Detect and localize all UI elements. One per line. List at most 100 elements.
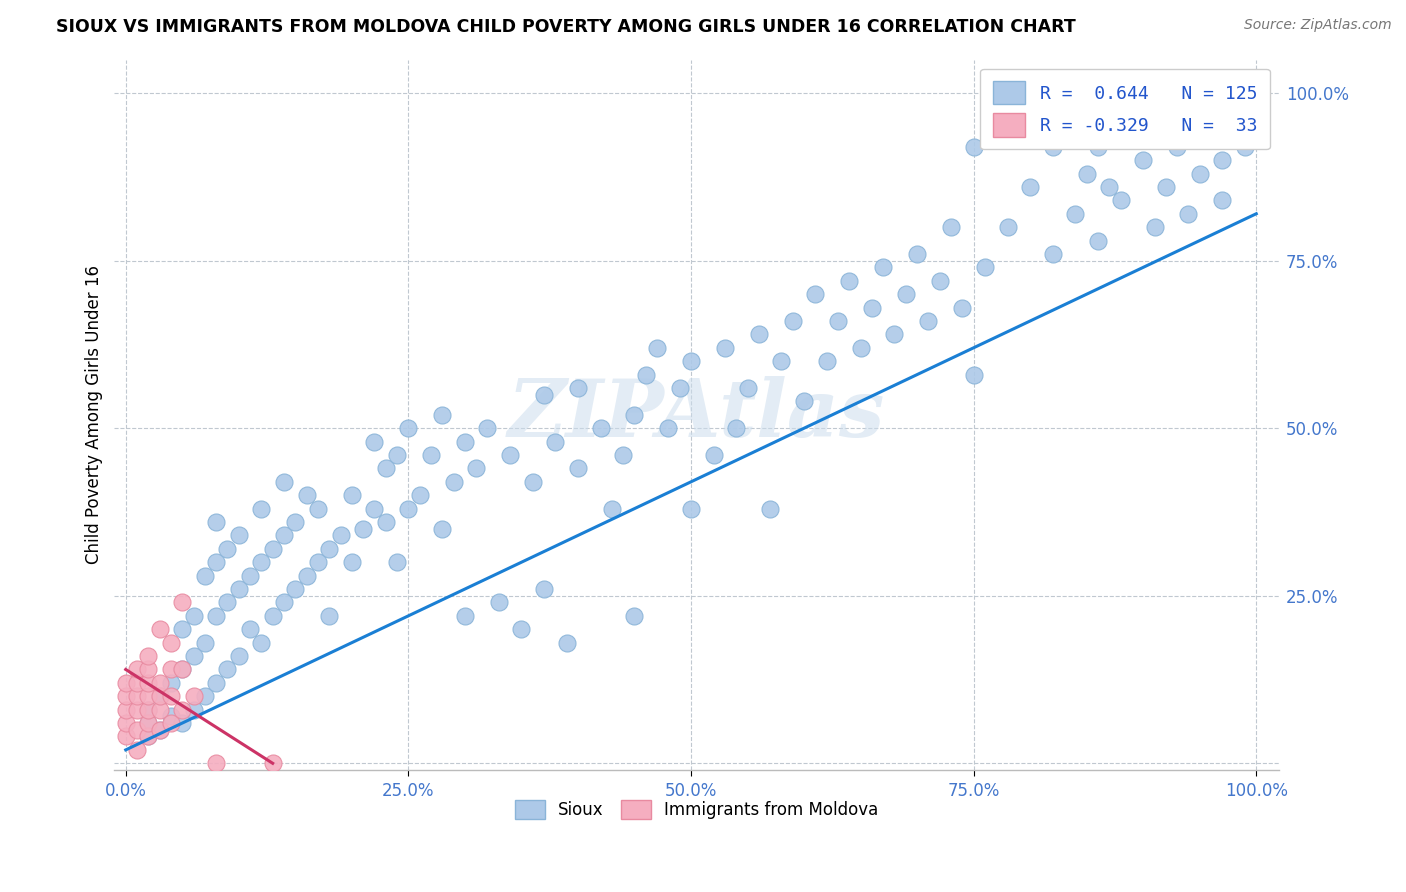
- Point: [262, 756, 284, 771]
- Point: [454, 608, 477, 623]
- Point: [318, 541, 340, 556]
- Point: [1042, 139, 1064, 153]
- Point: [567, 381, 589, 395]
- Point: [194, 690, 217, 704]
- Point: [939, 220, 962, 235]
- Text: SIOUX VS IMMIGRANTS FROM MOLDOVA CHILD POVERTY AMONG GIRLS UNDER 16 CORRELATION : SIOUX VS IMMIGRANTS FROM MOLDOVA CHILD P…: [56, 18, 1076, 36]
- Point: [510, 622, 533, 636]
- Point: [1154, 180, 1177, 194]
- Point: [307, 555, 329, 569]
- Point: [657, 421, 679, 435]
- Point: [172, 716, 194, 731]
- Point: [396, 501, 419, 516]
- Point: [544, 434, 567, 449]
- Point: [950, 301, 973, 315]
- Point: [136, 676, 159, 690]
- Point: [1199, 126, 1222, 140]
- Point: [239, 568, 262, 582]
- Point: [340, 488, 363, 502]
- Point: [329, 528, 352, 542]
- Point: [1177, 207, 1199, 221]
- Point: [567, 461, 589, 475]
- Point: [1076, 167, 1098, 181]
- Point: [114, 703, 136, 717]
- Point: [284, 515, 307, 529]
- Point: [385, 555, 408, 569]
- Point: [725, 421, 748, 435]
- Point: [160, 690, 183, 704]
- Point: [160, 676, 183, 690]
- Point: [149, 690, 172, 704]
- Point: [172, 703, 194, 717]
- Point: [533, 582, 555, 596]
- Point: [340, 555, 363, 569]
- Point: [1233, 139, 1256, 153]
- Point: [1019, 180, 1042, 194]
- Point: [962, 368, 984, 382]
- Point: [905, 247, 928, 261]
- Point: [114, 716, 136, 731]
- Point: [374, 461, 396, 475]
- Point: [136, 716, 159, 731]
- Point: [883, 327, 905, 342]
- Point: [432, 408, 454, 422]
- Point: [928, 274, 950, 288]
- Point: [149, 723, 172, 737]
- Point: [307, 501, 329, 516]
- Point: [136, 690, 159, 704]
- Point: [136, 730, 159, 744]
- Point: [273, 475, 295, 489]
- Point: [454, 434, 477, 449]
- Point: [205, 608, 228, 623]
- Point: [172, 663, 194, 677]
- Point: [262, 541, 284, 556]
- Point: [748, 327, 770, 342]
- Point: [477, 421, 499, 435]
- Point: [217, 595, 239, 609]
- Point: [284, 582, 307, 596]
- Point: [623, 608, 645, 623]
- Point: [239, 622, 262, 636]
- Point: [160, 635, 183, 649]
- Point: [363, 434, 385, 449]
- Point: [205, 555, 228, 569]
- Point: [600, 501, 623, 516]
- Point: [1188, 167, 1211, 181]
- Point: [149, 622, 172, 636]
- Point: [612, 448, 634, 462]
- Point: [1233, 99, 1256, 113]
- Point: [634, 368, 657, 382]
- Point: [589, 421, 612, 435]
- Point: [1211, 153, 1233, 168]
- Point: [183, 608, 205, 623]
- Point: [172, 595, 194, 609]
- Point: [917, 314, 939, 328]
- Point: [432, 522, 454, 536]
- Point: [136, 716, 159, 731]
- Point: [149, 676, 172, 690]
- Point: [172, 663, 194, 677]
- Point: [499, 448, 522, 462]
- Point: [160, 709, 183, 723]
- Point: [125, 663, 148, 677]
- Point: [782, 314, 804, 328]
- Point: [114, 676, 136, 690]
- Point: [488, 595, 510, 609]
- Point: [183, 690, 205, 704]
- Point: [136, 730, 159, 744]
- Point: [679, 501, 702, 516]
- Point: [136, 703, 159, 717]
- Point: [396, 421, 419, 435]
- Point: [1087, 234, 1109, 248]
- Point: [217, 663, 239, 677]
- Point: [770, 354, 793, 368]
- Point: [1042, 247, 1064, 261]
- Point: [997, 220, 1019, 235]
- Point: [228, 649, 250, 664]
- Point: [194, 635, 217, 649]
- Point: [125, 723, 148, 737]
- Point: [149, 690, 172, 704]
- Point: [533, 387, 555, 401]
- Point: [804, 287, 827, 301]
- Point: [703, 448, 725, 462]
